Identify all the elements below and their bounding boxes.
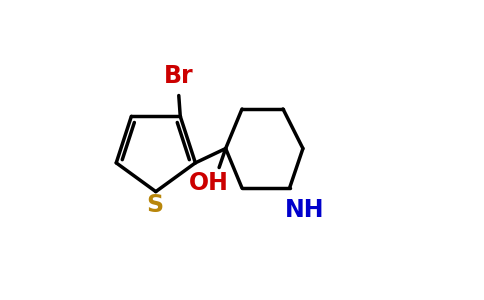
Text: Br: Br (164, 64, 194, 88)
Text: OH: OH (189, 171, 229, 195)
Text: NH: NH (285, 198, 324, 222)
Text: S: S (146, 193, 163, 217)
